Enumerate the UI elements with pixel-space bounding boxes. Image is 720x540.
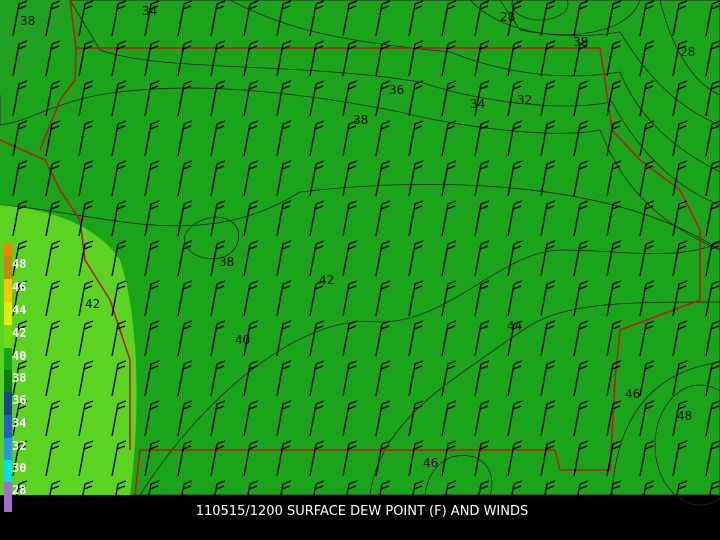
contour-label: 28 xyxy=(500,10,515,24)
contour-label: 28 xyxy=(680,45,695,59)
contour-label: 34 xyxy=(142,4,157,18)
legend-label: 38 xyxy=(12,371,26,385)
contour-label: 38 xyxy=(219,255,234,269)
legend-label: 48 xyxy=(12,257,26,271)
legend-label: 34 xyxy=(12,416,26,430)
legend-label: 36 xyxy=(12,393,26,407)
contour-label: 44 xyxy=(507,319,522,333)
color-legend: 48 46 44 42 40 38 36 34 32 30 28 xyxy=(4,244,26,512)
legend-label: 32 xyxy=(12,439,26,453)
contour-label: 38 xyxy=(573,35,588,49)
contour-label: 48 xyxy=(677,409,692,423)
contour-label: 46 xyxy=(423,456,438,470)
caption: 110515/1200 SURFACE DEW POINT (F) AND WI… xyxy=(196,504,529,519)
legend-label: 40 xyxy=(12,349,26,363)
legend-label: 30 xyxy=(12,461,26,475)
legend-label: 46 xyxy=(12,280,26,294)
contour-label: 38 xyxy=(353,113,368,127)
contour-label: 38 xyxy=(20,14,35,28)
contour-label: 34 xyxy=(470,97,485,111)
contour-label: 40 xyxy=(235,333,250,347)
contour-label: 36 xyxy=(389,83,404,97)
legend-label: 44 xyxy=(12,303,26,317)
contour-label: 46 xyxy=(625,387,640,401)
wind-barbs xyxy=(0,0,720,495)
legend-label: 28 xyxy=(12,483,26,497)
contour-label: 32 xyxy=(517,93,532,107)
legend-label: 42 xyxy=(12,326,26,340)
contour-labels: 38 34 28 38 28 36 34 32 38 38 42 42 40 4… xyxy=(20,4,695,470)
contour-label: 42 xyxy=(319,273,334,287)
contour-label: 42 xyxy=(85,297,100,311)
